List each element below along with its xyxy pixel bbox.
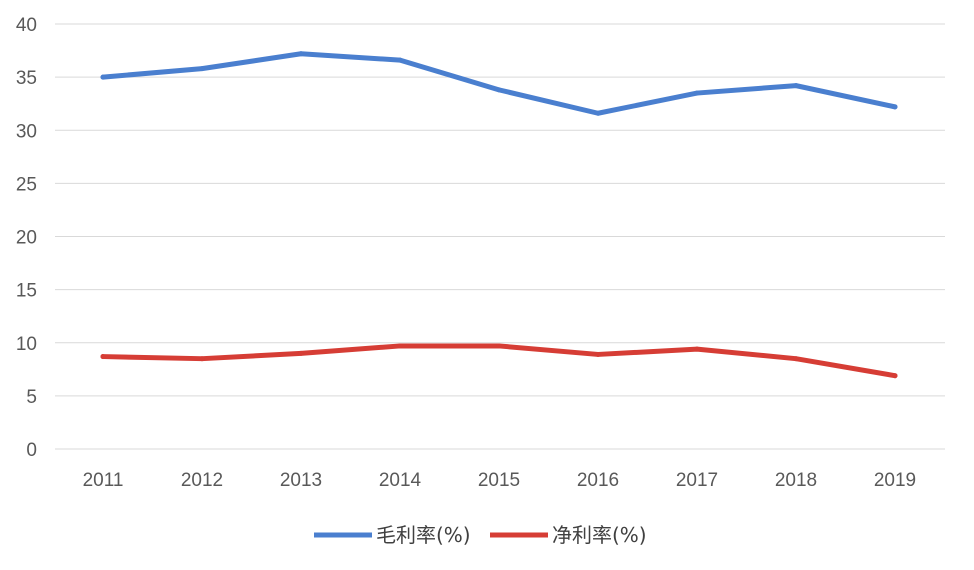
x-tick-label: 2016 [577, 470, 619, 491]
data-point [199, 356, 205, 362]
y-tick-label: 5 [26, 387, 37, 408]
gridlines [55, 23, 945, 450]
x-tick-label: 2014 [379, 470, 422, 491]
x-tick-label: 2017 [676, 470, 718, 491]
y-tick-label: 15 [16, 281, 37, 302]
legend-item-0: 毛利率(%) [314, 523, 471, 547]
series-line-0 [100, 51, 898, 116]
y-tick-label: 20 [16, 228, 37, 249]
legend-item-1: 净利率(%) [490, 523, 647, 547]
y-tick-label: 40 [16, 15, 37, 36]
y-axis-tick-labels: 0 5 10 15 20 25 30 35 40 [16, 15, 37, 461]
x-tick-label: 2015 [478, 470, 520, 491]
legend: 毛利率(%) 净利率(%) [314, 523, 647, 547]
data-point [100, 354, 106, 360]
x-axis-tick-labels: 2011 2012 2013 2014 2015 2016 2017 2018 2019 [83, 470, 917, 491]
data-point [793, 83, 799, 89]
data-point [397, 343, 403, 349]
data-point [100, 74, 106, 80]
data-point [298, 51, 304, 57]
series-line-1 [100, 343, 898, 379]
x-tick-label: 2011 [83, 470, 124, 491]
y-tick-label: 10 [16, 334, 37, 355]
legend-label: 净利率(%) [552, 523, 647, 547]
x-tick-label: 2012 [181, 470, 223, 491]
data-point [397, 57, 403, 63]
data-point [694, 90, 700, 96]
data-point [199, 66, 205, 72]
data-point [496, 343, 502, 349]
y-tick-label: 30 [16, 121, 37, 142]
x-tick-label: 2018 [775, 470, 817, 491]
data-point [793, 356, 799, 362]
data-point [892, 104, 898, 110]
x-tick-label: 2013 [280, 470, 322, 491]
data-point [298, 350, 304, 356]
x-tick-label: 2019 [874, 470, 916, 491]
data-point [595, 351, 601, 357]
series-lines [100, 51, 898, 379]
y-tick-label: 0 [26, 440, 37, 461]
data-point [892, 373, 898, 379]
y-tick-label: 25 [16, 174, 37, 195]
legend-label: 毛利率(%) [376, 523, 471, 547]
data-point [694, 346, 700, 352]
data-point [496, 87, 502, 93]
y-tick-label: 35 [16, 68, 37, 89]
data-point [595, 110, 601, 116]
